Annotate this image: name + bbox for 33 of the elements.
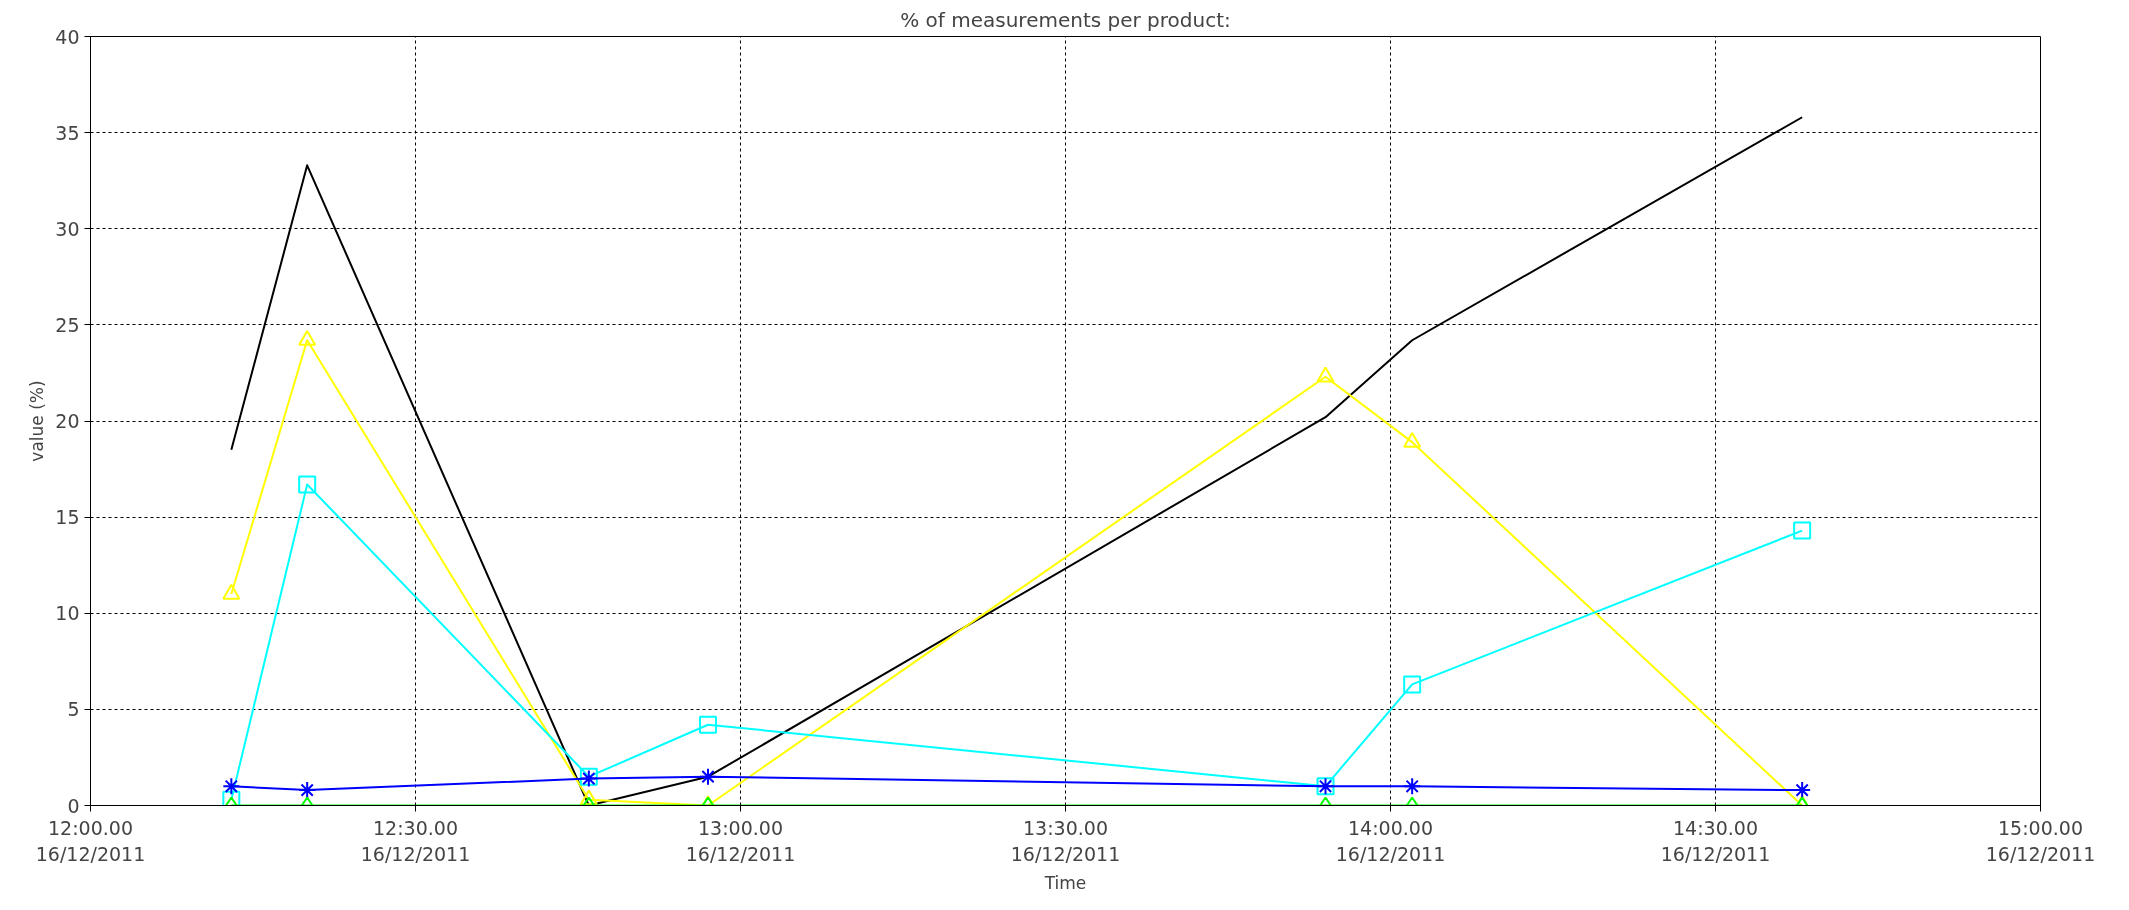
x-tick-label: 14:00.00 16/12/2011 (1335, 816, 1446, 865)
x-axis-title: Time (1043, 872, 1087, 893)
point (222, 777, 241, 796)
point (1403, 431, 1422, 448)
y-tick-label: 35 (55, 121, 80, 144)
point (1793, 521, 1812, 540)
point (222, 583, 241, 600)
point (222, 790, 241, 806)
y-tick-label: 10 (55, 602, 80, 625)
y-axis-title: value (%) (27, 380, 48, 462)
x-tick-label: 12:00.00 16/12/2011 (35, 816, 146, 865)
point (1316, 366, 1335, 383)
point (298, 330, 317, 346)
point (298, 781, 317, 800)
y-tick-label: 30 (55, 217, 80, 240)
y-tick-label: 40 (55, 25, 80, 48)
y-tick-label: 25 (55, 313, 80, 336)
point (1403, 777, 1422, 796)
x-tick-label: 13:00.00 16/12/2011 (685, 816, 796, 865)
point (1793, 781, 1812, 800)
point (699, 715, 717, 734)
point (1403, 675, 1422, 694)
x-tick-label: 14:30.00 16/12/2011 (1660, 816, 1771, 865)
y-tick-label: 15 (55, 506, 80, 529)
chart-title: % of measurements per product: (900, 7, 1231, 32)
y-tick-label: 0 (67, 794, 80, 817)
point (699, 767, 717, 786)
x-tick-label: 13:30.00 16/12/2011 (1010, 816, 1121, 865)
y-tick-label: 5 (67, 698, 80, 721)
x-tick-label: 15:00.00 16/12/2011 (1985, 816, 2096, 865)
x-tick-label: 12:30.00 16/12/2011 (360, 816, 471, 865)
point (298, 475, 317, 494)
y-tick-label: 20 (55, 410, 80, 432)
